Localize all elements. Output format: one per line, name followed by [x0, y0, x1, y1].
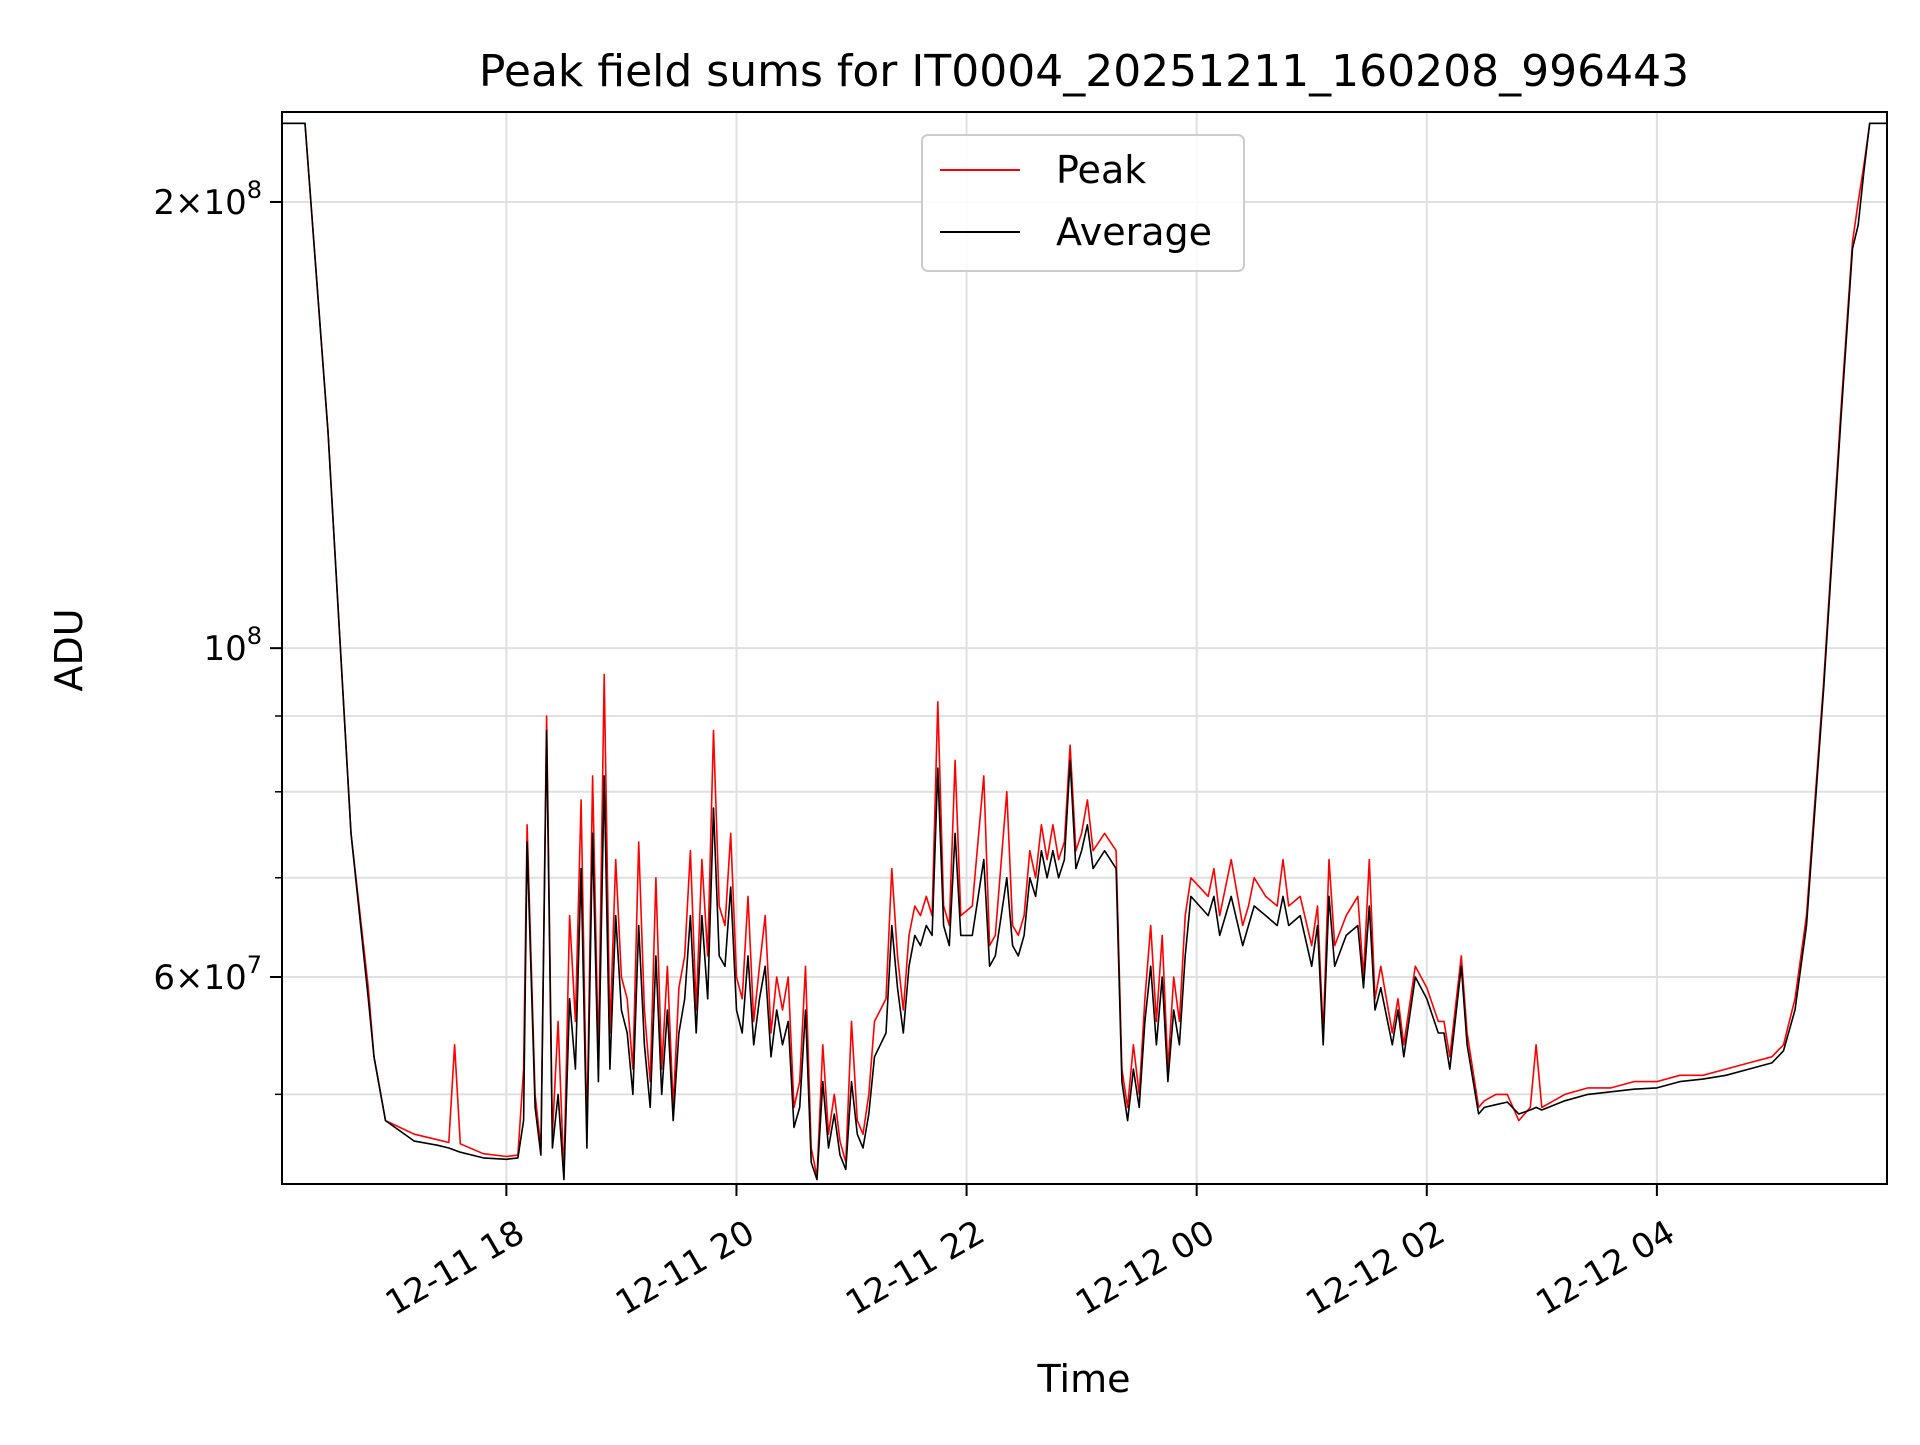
legend: Peak Average: [921, 134, 1245, 272]
series-line-peak: [282, 122, 1887, 1178]
chart-title: Peak field sums for IT0004_20251211_1602…: [479, 46, 1689, 97]
y-tick-label: 2×108: [153, 176, 262, 223]
x-axis-label: Time: [1037, 1357, 1131, 1401]
series-layer: [282, 122, 1887, 1181]
y-tick-label: 108: [203, 622, 262, 669]
legend-label-peak: Peak: [1056, 148, 1146, 192]
series-line-average: [282, 122, 1887, 1181]
y-tick-label: 6×107: [153, 951, 262, 998]
y-axis-label: ADU: [47, 608, 91, 691]
y-axis: 6×107 108 2×108: [153, 176, 282, 1096]
legend-label-average: Average: [1056, 210, 1212, 254]
